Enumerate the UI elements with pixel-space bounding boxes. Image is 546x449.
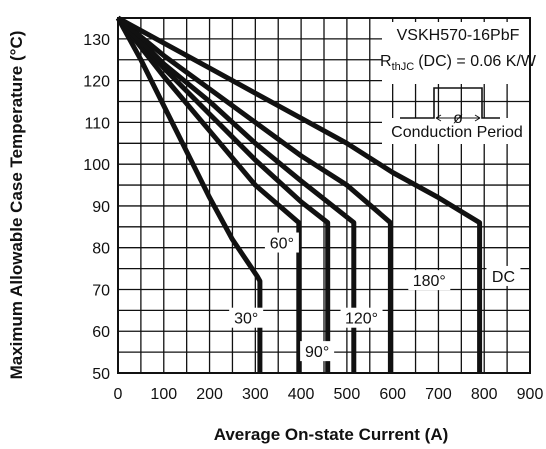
y-tick-label: 120 <box>83 74 110 91</box>
y-axis-title: Maximum Allowable Case Temperature (°C) <box>7 31 26 380</box>
x-tick-label: 800 <box>471 386 498 403</box>
series-label-3: 120° <box>345 311 378 328</box>
model-label: VSKH570-16PbF <box>397 27 520 44</box>
x-tick-label: 600 <box>379 386 406 403</box>
x-tick-label: 900 <box>517 386 544 403</box>
y-tick-label: 70 <box>92 282 110 299</box>
annotation-background <box>382 22 532 84</box>
series-label-background <box>264 232 299 253</box>
y-tick-label: 80 <box>92 241 110 258</box>
series-label-4: 180° <box>413 273 446 290</box>
y-tick-label: 90 <box>92 199 110 216</box>
x-tick-label: 100 <box>150 386 177 403</box>
y-tick-label: 110 <box>84 115 110 132</box>
rth-label: RthJC (DC) = 0.06 K/W <box>380 53 537 73</box>
conduction-arrow-icon <box>435 114 481 122</box>
series-label-background <box>486 265 521 286</box>
y-tick-label: 100 <box>83 157 110 174</box>
series-label-2: 90° <box>305 344 329 361</box>
phi-label: ø <box>453 110 463 127</box>
series-line-0 <box>115 16 263 373</box>
series-line-4 <box>116 16 393 373</box>
annotation-box: VSKH570-16PbF RthJC (DC) = 0.06 K/W ø Con… <box>380 22 537 144</box>
series-label-5: DC <box>492 269 515 286</box>
conduction-pulse-icon <box>400 87 500 119</box>
series-labels: 30° 60° 90° 120° 180° DC <box>229 232 521 362</box>
series-label-background <box>300 341 335 362</box>
conduction-period-label: Conduction Period <box>391 124 523 141</box>
plot-frame <box>117 17 531 374</box>
series-label-background <box>340 307 383 328</box>
y-tick-label: 50 <box>92 366 110 383</box>
x-tick-label: 0 <box>114 386 123 403</box>
series-label-0: 30° <box>234 311 258 328</box>
series-line-5 <box>116 15 483 373</box>
x-tick-label: 400 <box>288 386 315 403</box>
y-tick-label: 130 <box>83 32 110 49</box>
x-tick-label: 300 <box>242 386 269 403</box>
x-tick-label: 500 <box>334 386 361 403</box>
x-tick-label: 700 <box>425 386 452 403</box>
x-axis-title: Average On-state Current (A) <box>214 425 449 444</box>
series-label-background <box>408 270 451 291</box>
y-tick-label: 60 <box>92 324 110 341</box>
series-label-background <box>229 307 264 328</box>
tick-labels: 0 100 200 300 400 500 600 700 800 900 50 60 70 80 90 10… <box>83 32 543 403</box>
series-label-1: 60° <box>270 236 294 253</box>
x-tick-label: 200 <box>196 386 223 403</box>
series-line-2 <box>116 16 331 373</box>
series-line-3 <box>116 16 357 373</box>
conduction-label-background <box>382 118 532 144</box>
